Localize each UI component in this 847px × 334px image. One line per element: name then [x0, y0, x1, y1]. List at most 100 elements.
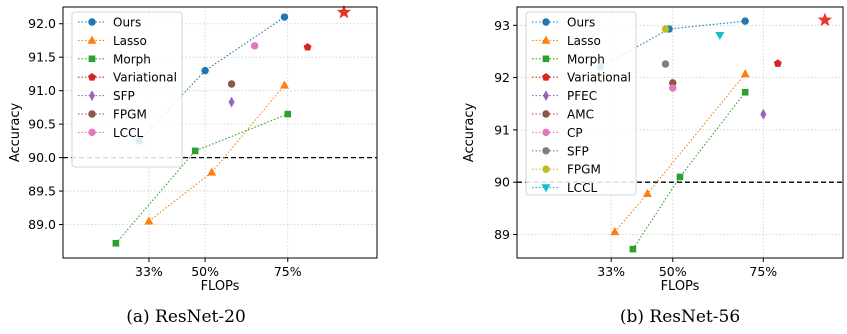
y-tick-label: 89.5 [28, 184, 56, 199]
legend-label: AMC [567, 108, 594, 122]
legend-marker [542, 128, 550, 137]
legend-label: PFEC [567, 89, 597, 103]
legend-label: FPGM [113, 108, 147, 122]
data-point [642, 188, 652, 197]
data-point [740, 69, 750, 78]
data-point [669, 84, 677, 92]
legend-label: FPGM [567, 163, 601, 177]
legend-marker [542, 18, 550, 26]
x-axis-label: FLOPs [201, 279, 240, 294]
data-point [760, 108, 767, 120]
series-sfp [228, 96, 235, 108]
chart-panel-1: 33% 50% 75% 89.0 89.5 90.0 90.5 91.0 91.5 92.0 FLO… [8, 4, 378, 327]
y-axis-label: Accuracy [8, 103, 23, 163]
legend-marker [88, 73, 96, 81]
data-point [207, 167, 217, 176]
series-amc [669, 79, 677, 87]
data-point [741, 17, 749, 25]
legend-label: CP [567, 126, 583, 140]
axes-frame [516, 6, 844, 259]
legend-marker [542, 73, 550, 81]
data-point [284, 110, 292, 118]
legend-marker [88, 55, 96, 63]
series-morph [112, 110, 292, 247]
series-fpgm [661, 25, 670, 33]
legend-label: Morph [113, 52, 151, 66]
series-variational [303, 42, 312, 51]
data-point [661, 25, 670, 33]
legend-label: Lasso [113, 34, 147, 48]
data-point [676, 173, 684, 181]
y-tick-label: 89 [494, 227, 510, 242]
data-point [250, 42, 259, 50]
legend-label: LCCL [113, 126, 143, 140]
legend-marker [543, 90, 549, 101]
y-tick-label: 90.5 [28, 117, 56, 132]
x-tick-label: 33% [597, 264, 625, 279]
legend-marker [88, 18, 96, 26]
legend-marker [88, 128, 96, 137]
star-marker [336, 4, 352, 19]
data-point [773, 59, 782, 67]
series-line [600, 20, 746, 68]
axes-frame [62, 6, 378, 259]
legend-marker [542, 110, 550, 118]
legend: Ours Lasso Morph Variational PFEC AMC CP SFP FPG… [525, 11, 637, 196]
data-point [227, 80, 236, 88]
legend-marker [542, 165, 550, 173]
legend-box [525, 11, 637, 196]
data-point [303, 42, 312, 51]
y-tick-label: 91 [494, 122, 510, 137]
data-point [112, 239, 120, 247]
legend: Ours Lasso Morph Variational SFP FPGM LCCL [71, 11, 183, 168]
series-line [148, 84, 285, 222]
data-point [280, 13, 289, 21]
legend-label: Ours [567, 16, 595, 30]
y-tick-label: 89.0 [28, 217, 56, 232]
legend-marker [542, 55, 550, 63]
chart-panel-2: 33% 50% 75% 89 90 91 92 93 FLOPs Accuracy Ours Lass… [462, 6, 844, 327]
series-variational [773, 59, 782, 67]
series-sfp [661, 60, 670, 68]
star-marker [817, 12, 833, 27]
legend-box [71, 11, 183, 168]
series-lasso [610, 69, 750, 236]
legend-label: Variational [567, 71, 631, 85]
series-morph [629, 88, 749, 253]
x-axis-label: FLOPs [661, 279, 700, 294]
series-fpgm [227, 80, 236, 88]
data-point [741, 88, 749, 96]
data-point [191, 147, 199, 155]
legend-marker [88, 110, 96, 118]
data-point [661, 60, 670, 68]
legend-marker [87, 35, 97, 44]
data-point [228, 96, 235, 108]
series-lasso [144, 80, 289, 225]
legend-marker [541, 184, 551, 193]
data-point [144, 216, 154, 225]
figure-caption: (b) ResNet-56 [620, 307, 740, 327]
x-tick-label: 33% [135, 264, 163, 279]
legend-label: Lasso [567, 34, 601, 48]
data-point [629, 245, 637, 253]
x-tick-label: 50% [191, 264, 219, 279]
legend-label: Ours [113, 16, 141, 30]
y-tick-label: 90 [494, 175, 510, 190]
y-tick-label: 92 [494, 70, 510, 85]
data-point [201, 66, 209, 75]
series-pfec [760, 108, 767, 120]
data-point [279, 80, 289, 89]
x-tick-label: 75% [274, 264, 302, 279]
x-tick-label: 75% [749, 264, 777, 279]
series-lccl [250, 42, 259, 50]
y-tick-label: 91.0 [28, 83, 56, 98]
y-tick-label: 90.0 [28, 150, 56, 165]
legend-label: LCCL [567, 181, 597, 195]
y-tick-label: 93 [494, 18, 510, 33]
legend-marker [541, 35, 551, 44]
data-point [610, 227, 620, 236]
legend-label: Morph [567, 52, 605, 66]
series-lccl [715, 31, 725, 41]
series-cp [669, 84, 677, 92]
